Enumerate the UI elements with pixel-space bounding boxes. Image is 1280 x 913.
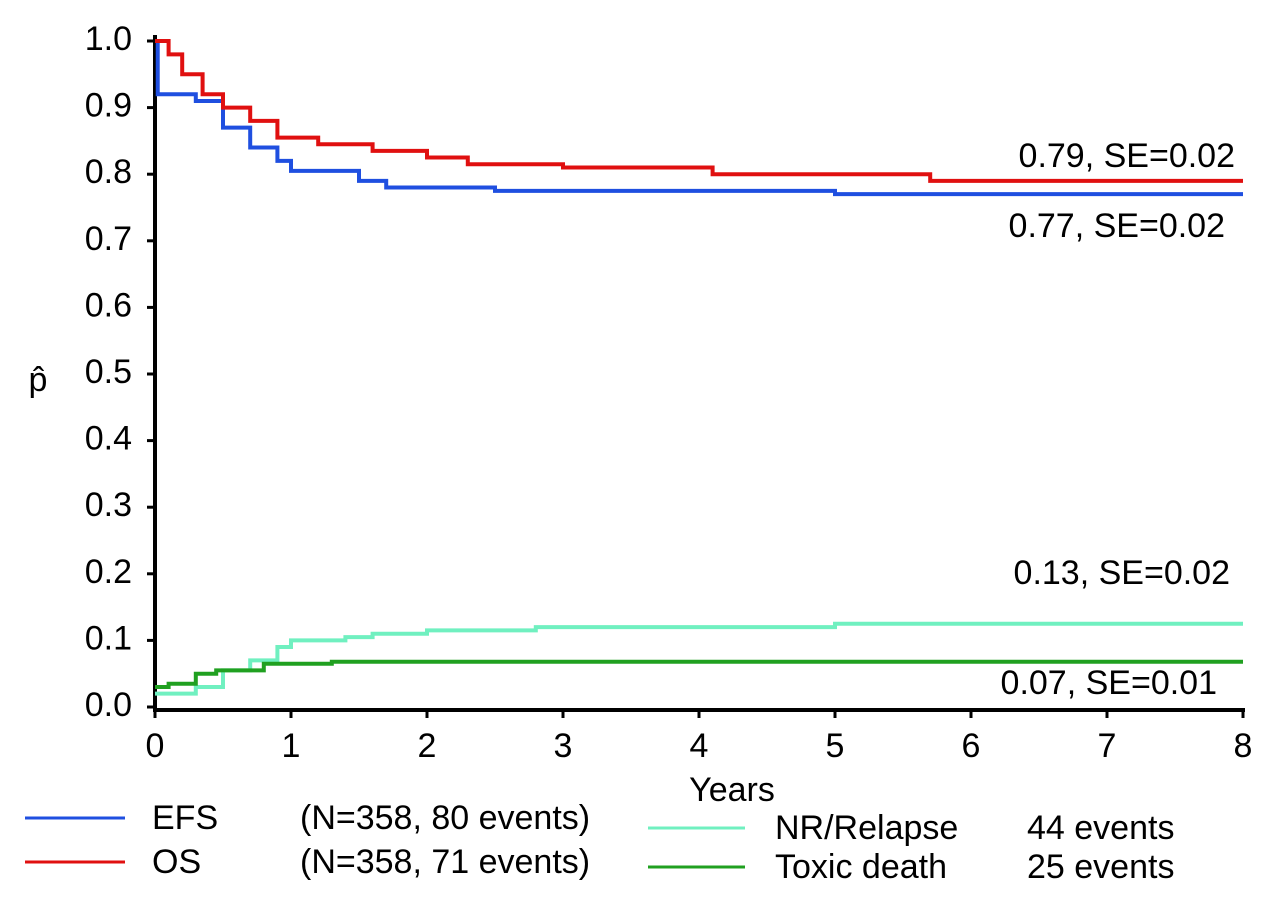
y-tick-label: 0.4 bbox=[85, 420, 132, 458]
y-tick-label: 0.8 bbox=[85, 153, 132, 191]
series-line bbox=[155, 39, 1243, 197]
legend-description: (N=358, 71 events) bbox=[300, 843, 590, 881]
x-tick-label: 5 bbox=[826, 727, 845, 765]
y-tick-label: 0.5 bbox=[85, 353, 132, 391]
annotation: 0.77, SE=0.02 bbox=[1009, 207, 1225, 245]
series-line bbox=[155, 659, 1243, 690]
x-tick-label: 6 bbox=[962, 727, 981, 765]
y-tick-label: 0.2 bbox=[85, 553, 132, 591]
y-tick-label: 0.9 bbox=[85, 87, 132, 125]
annotation: 0.13, SE=0.02 bbox=[1014, 554, 1230, 592]
x-tick-label: 2 bbox=[418, 727, 437, 765]
x-axis-label: Years bbox=[689, 771, 775, 809]
x-tick-label: 4 bbox=[690, 727, 709, 765]
x-tick-label: 1 bbox=[282, 727, 301, 765]
legend-label: NR/Relapse bbox=[775, 809, 958, 847]
annotation: 0.79, SE=0.02 bbox=[1019, 137, 1235, 175]
legend-label: EFS bbox=[152, 799, 218, 837]
y-tick-label: 0.0 bbox=[85, 686, 132, 724]
legend-description: (N=358, 80 events) bbox=[300, 799, 590, 837]
y-tick-label: 0.7 bbox=[85, 220, 132, 258]
y-tick-label: 0.6 bbox=[85, 286, 132, 324]
x-tick-label: 7 bbox=[1098, 727, 1117, 765]
y-tick-label: 0.3 bbox=[85, 486, 132, 524]
x-tick-label: 0 bbox=[146, 727, 165, 765]
x-tick-label: 8 bbox=[1234, 727, 1253, 765]
y-tick-label: 1.0 bbox=[85, 20, 132, 58]
y-axis-label: p̂ bbox=[29, 361, 48, 399]
annotation: 0.07, SE=0.01 bbox=[1001, 664, 1217, 702]
series-line bbox=[155, 621, 1243, 696]
y-tick-label: 0.1 bbox=[85, 619, 132, 657]
series-line bbox=[155, 39, 1243, 183]
legend-label: Toxic death bbox=[775, 848, 947, 886]
legend-description: 44 events bbox=[1027, 809, 1174, 847]
x-tick-label: 3 bbox=[554, 727, 573, 765]
legend-label: OS bbox=[152, 843, 201, 881]
legend-description: 25 events bbox=[1027, 848, 1174, 886]
